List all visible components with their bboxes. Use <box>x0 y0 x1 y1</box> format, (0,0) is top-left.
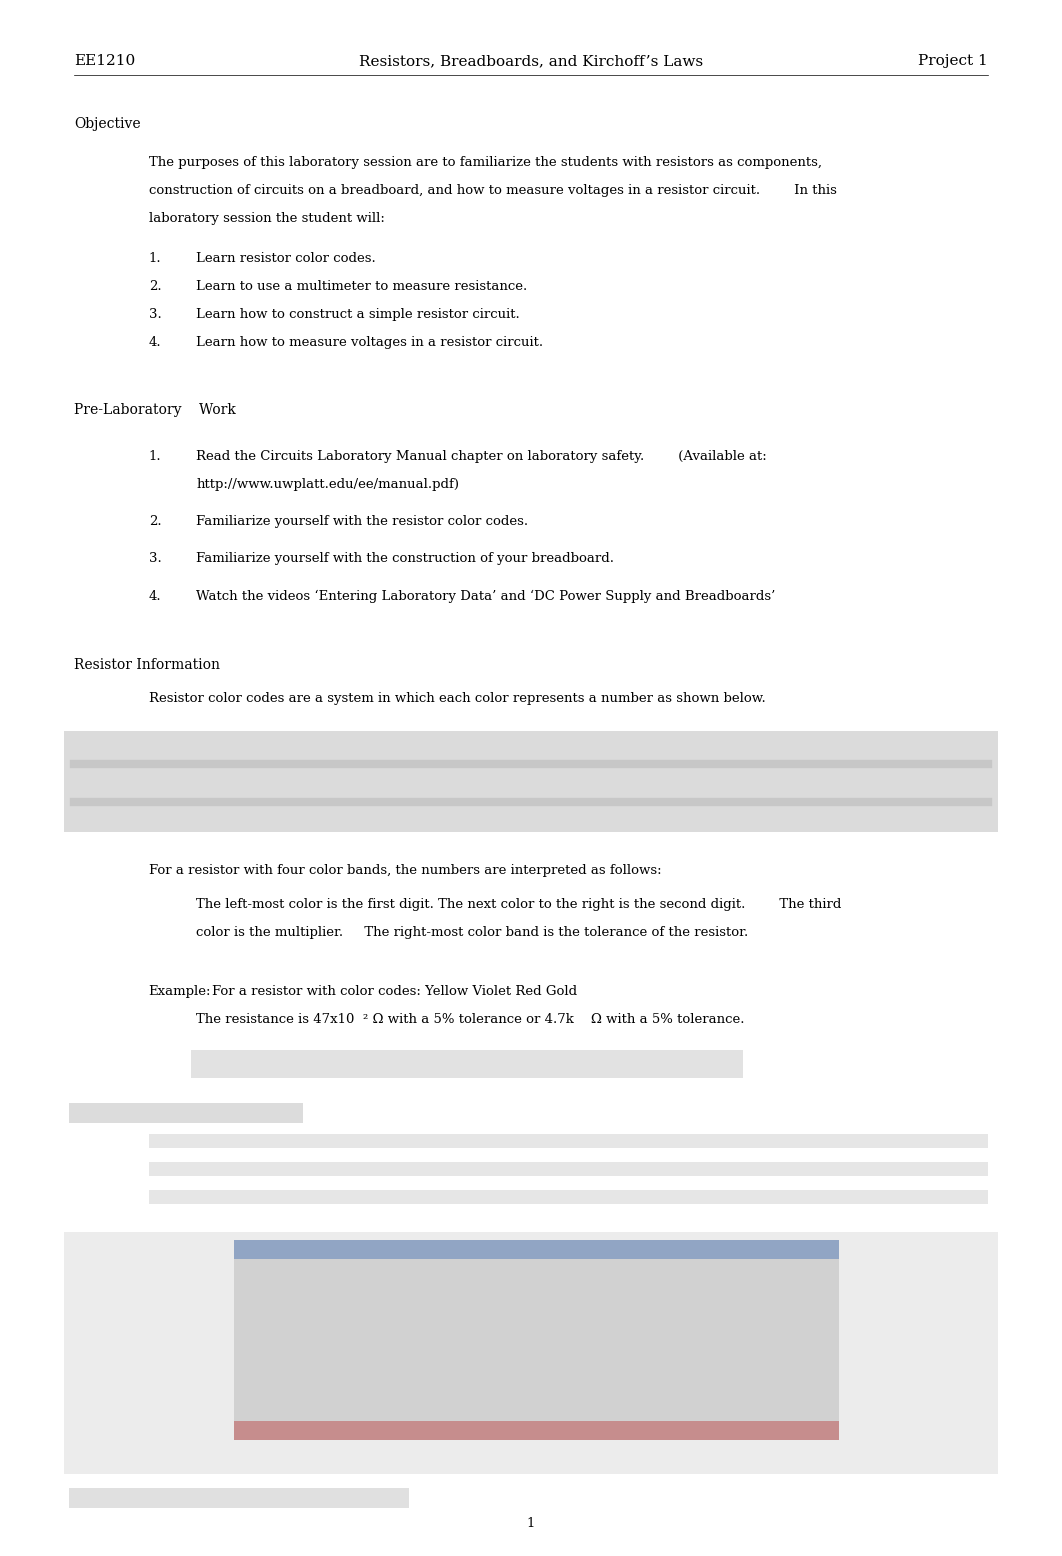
Text: The purposes of this laboratory session are to familiarize the students with res: The purposes of this laboratory session … <box>149 156 822 168</box>
Text: 4.: 4. <box>149 590 161 602</box>
Text: Pre-Laboratory    Work: Pre-Laboratory Work <box>74 403 236 417</box>
Text: 3.: 3. <box>149 552 161 565</box>
Text: Example:: Example: <box>149 985 211 997</box>
FancyBboxPatch shape <box>149 1162 988 1176</box>
FancyBboxPatch shape <box>69 1103 303 1123</box>
Text: For a resistor with color codes: Yellow Violet Red Gold: For a resistor with color codes: Yellow … <box>212 985 578 997</box>
FancyBboxPatch shape <box>64 1232 998 1474</box>
Text: laboratory session the student will:: laboratory session the student will: <box>149 212 384 224</box>
Text: http://www.uwplatt.edu/ee/manual.pdf): http://www.uwplatt.edu/ee/manual.pdf) <box>196 478 460 490</box>
Text: Learn to use a multimeter to measure resistance.: Learn to use a multimeter to measure res… <box>196 280 528 293</box>
Text: Resistor Information: Resistor Information <box>74 658 220 672</box>
Text: 2.: 2. <box>149 515 161 527</box>
Text: Familiarize yourself with the resistor color codes.: Familiarize yourself with the resistor c… <box>196 515 529 527</box>
FancyBboxPatch shape <box>64 731 998 832</box>
Text: Resistors, Breadboards, and Kirchoff’s Laws: Resistors, Breadboards, and Kirchoff’s L… <box>359 54 703 68</box>
Text: Learn how to measure voltages in a resistor circuit.: Learn how to measure voltages in a resis… <box>196 336 544 349</box>
FancyBboxPatch shape <box>234 1421 839 1439</box>
Text: Objective: Objective <box>74 117 141 131</box>
Text: 4.: 4. <box>149 336 161 349</box>
Text: Watch the videos ‘Entering Laboratory Data’ and ‘DC Power Supply and Breadboards: Watch the videos ‘Entering Laboratory Da… <box>196 590 776 604</box>
FancyBboxPatch shape <box>149 1190 988 1204</box>
Text: Familiarize yourself with the construction of your breadboard.: Familiarize yourself with the constructi… <box>196 552 615 565</box>
FancyBboxPatch shape <box>234 1240 839 1259</box>
Text: EE1210: EE1210 <box>74 54 136 68</box>
FancyBboxPatch shape <box>191 1050 743 1078</box>
FancyBboxPatch shape <box>69 1488 409 1508</box>
Text: 1: 1 <box>527 1517 535 1530</box>
Text: color is the multiplier.     The right-most color band is the tolerance of the r: color is the multiplier. The right-most … <box>196 926 749 938</box>
Text: The left-most color is the first digit. The next color to the right is the secon: The left-most color is the first digit. … <box>196 898 842 910</box>
Text: 1.: 1. <box>149 450 161 462</box>
Text: construction of circuits on a breadboard, and how to measure voltages in a resis: construction of circuits on a breadboard… <box>149 184 837 196</box>
Text: Project 1: Project 1 <box>918 54 988 68</box>
Text: 2.: 2. <box>149 280 161 293</box>
Text: 1.: 1. <box>149 252 161 265</box>
Text: For a resistor with four color bands, the numbers are interpreted as follows:: For a resistor with four color bands, th… <box>149 864 662 876</box>
Text: Read the Circuits Laboratory Manual chapter on laboratory safety.        (Availa: Read the Circuits Laboratory Manual chap… <box>196 450 767 462</box>
FancyBboxPatch shape <box>234 1259 839 1439</box>
Text: Learn how to construct a simple resistor circuit.: Learn how to construct a simple resistor… <box>196 308 520 321</box>
Text: The resistance is 47x10  ² Ω with a 5% tolerance or 4.7k    Ω with a 5% toleranc: The resistance is 47x10 ² Ω with a 5% to… <box>196 1013 744 1025</box>
Text: Resistor color codes are a system in which each color represents a number as sho: Resistor color codes are a system in whi… <box>149 692 766 705</box>
Text: Learn resistor color codes.: Learn resistor color codes. <box>196 252 376 265</box>
Text: 3.: 3. <box>149 308 161 321</box>
FancyBboxPatch shape <box>149 1134 988 1148</box>
